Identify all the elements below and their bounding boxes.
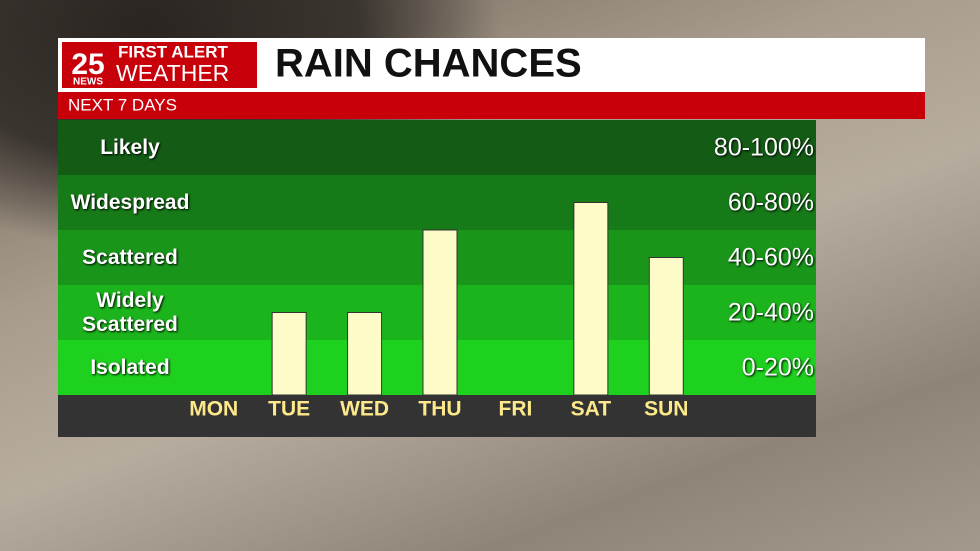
subheader-bar [58,92,925,119]
logo-tagline: FIRST ALERT [118,42,228,61]
band [58,175,816,230]
range-label: 80-100% [713,133,814,161]
x-tick-label: FRI [499,398,533,421]
x-tick-label: MON [189,398,238,421]
logo-number: 25 [71,48,104,81]
band-label: Scattered [82,245,178,269]
x-tick-label: THU [418,398,461,421]
logo [62,42,257,88]
bar [422,229,458,396]
x-tick-label: SAT [571,398,612,421]
range-label: 60-80% [727,188,814,216]
band [58,120,816,175]
band-label: Isolated [90,355,170,379]
logo-name: WEATHER [116,60,229,86]
bar [648,257,684,396]
x-tick-label: TUE [268,398,310,421]
bar [271,312,307,396]
x-tick-label: SUN [644,398,688,421]
logo-network: NEWS [73,77,103,88]
range-label: 20-40% [727,298,814,326]
range-label: 0-20% [741,353,814,381]
x-tick-label: WED [340,398,389,421]
bar [573,202,609,396]
band-label: Likely [100,135,160,159]
range-label: 40-60% [727,243,814,271]
chart-title: RAIN CHANCES [275,42,582,86]
band-label: Widespread [70,190,190,214]
chart-subtitle: NEXT 7 DAYS [68,95,177,114]
band-label: Widely Scattered [82,288,178,336]
axis-strip [58,395,816,437]
bar [347,312,383,396]
